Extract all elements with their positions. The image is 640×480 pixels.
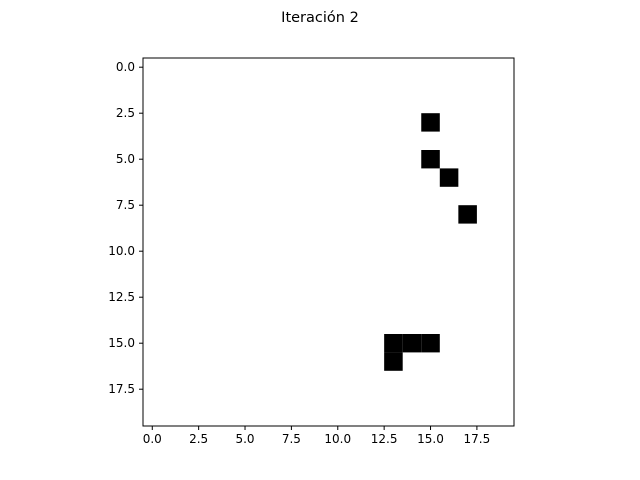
x-tick-label: 0.0 <box>143 432 162 446</box>
y-tick-label: 15.0 <box>108 336 135 350</box>
y-tick-label: 2.5 <box>116 106 135 120</box>
y-tick-label: 0.0 <box>116 60 135 74</box>
x-tick-label: 15.0 <box>417 432 444 446</box>
x-tick-label: 12.5 <box>371 432 398 446</box>
y-axis: 0.0 2.5 5.0 7.5 10.0 12.5 15.0 17.5 <box>108 60 143 396</box>
y-tick-label: 12.5 <box>108 290 135 304</box>
filled-cell <box>402 334 422 353</box>
filled-cell <box>421 334 440 353</box>
filled-cell <box>384 334 403 353</box>
filled-cell <box>384 352 403 371</box>
x-tick-label: 2.5 <box>189 432 208 446</box>
filled-cell <box>458 205 477 224</box>
y-tick-label: 10.0 <box>108 244 135 258</box>
chart-title: Iteración 2 <box>281 10 359 26</box>
cells-layer <box>384 113 477 371</box>
plot-frame <box>142 57 515 427</box>
filled-cell <box>421 113 440 132</box>
filled-cell <box>421 150 440 169</box>
filled-cell <box>439 168 459 187</box>
plot-background <box>143 58 514 426</box>
x-axis: 0.0 2.5 5.0 7.5 10.0 12.5 15.0 17.5 <box>143 426 491 446</box>
y-tick-label: 5.0 <box>116 152 135 166</box>
x-tick-label: 17.5 <box>464 432 491 446</box>
x-tick-label: 10.0 <box>324 432 351 446</box>
x-tick-label: 7.5 <box>282 432 301 446</box>
x-tick-label: 5.0 <box>235 432 254 446</box>
plot-area <box>142 57 515 427</box>
y-tick-label: 7.5 <box>116 198 135 212</box>
y-tick-label: 17.5 <box>108 382 135 396</box>
